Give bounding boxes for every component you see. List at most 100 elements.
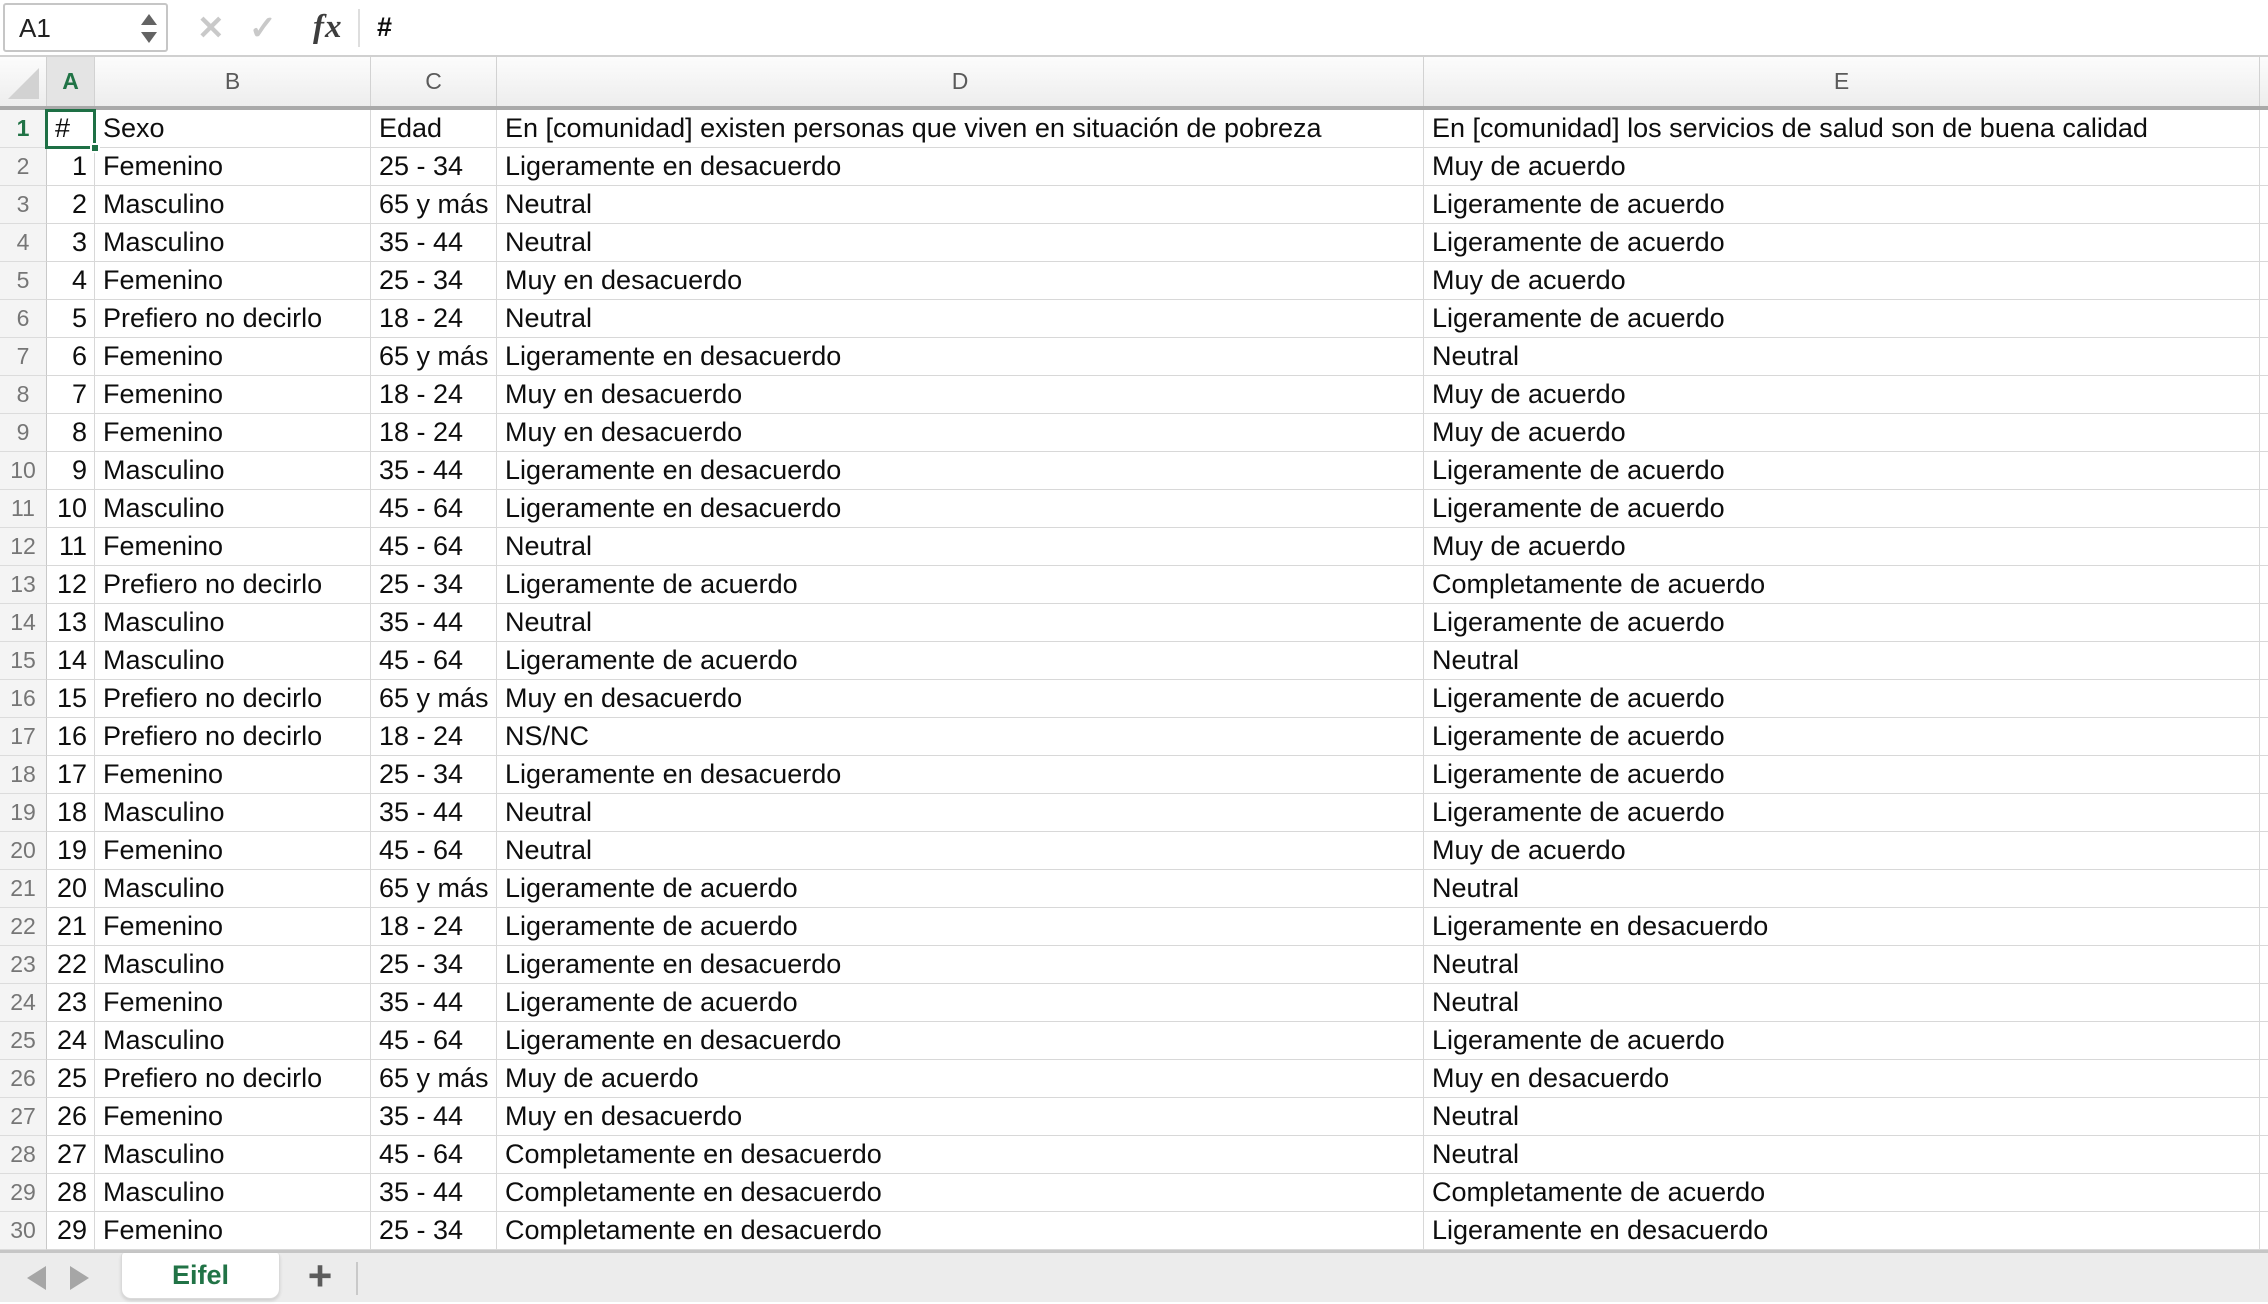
cell-col-e[interactable]: Ligeramente de acuerdo xyxy=(1424,186,2260,224)
cell-col-c[interactable]: 45 - 64 xyxy=(371,1136,497,1174)
cell-col-c[interactable]: 35 - 44 xyxy=(371,224,497,262)
row-number[interactable]: 25 xyxy=(0,1022,47,1060)
column-header-D[interactable]: D xyxy=(497,57,1424,106)
row-number[interactable]: 23 xyxy=(0,946,47,984)
cell-col-a[interactable]: 7 xyxy=(47,376,95,414)
row-number[interactable]: 7 xyxy=(0,338,47,376)
row-number[interactable]: 30 xyxy=(0,1212,47,1250)
cell-col-d[interactable]: Ligeramente en desacuerdo xyxy=(497,1022,1424,1060)
row-number[interactable]: 16 xyxy=(0,680,47,718)
cell-col-a[interactable]: 23 xyxy=(47,984,95,1022)
cell-col-c[interactable]: 45 - 64 xyxy=(371,490,497,528)
cell-col-a[interactable]: 12 xyxy=(47,566,95,604)
cell-col-b[interactable]: Masculino xyxy=(95,794,371,832)
cell-col-e[interactable]: Muy en desacuerdo xyxy=(1424,1060,2260,1098)
sheet-tab-eifel[interactable]: Eifel xyxy=(121,1253,280,1299)
cell-col-a[interactable]: 27 xyxy=(47,1136,95,1174)
cell-col-a[interactable]: 19 xyxy=(47,832,95,870)
cell-col-d[interactable]: Ligeramente de acuerdo xyxy=(497,642,1424,680)
row-number[interactable]: 9 xyxy=(0,414,47,452)
cell-col-d[interactable]: Muy en desacuerdo xyxy=(497,414,1424,452)
cell-col-b[interactable]: Masculino xyxy=(95,452,371,490)
cell-col-e[interactable]: En [comunidad] los servicios de salud so… xyxy=(1424,110,2260,148)
row-number[interactable]: 12 xyxy=(0,528,47,566)
cell-col-a[interactable]: 11 xyxy=(47,528,95,566)
confirm-entry-icon[interactable]: ✓ xyxy=(249,9,277,46)
cell-col-c[interactable]: 18 - 24 xyxy=(371,908,497,946)
cell-col-e[interactable]: Muy de acuerdo xyxy=(1424,832,2260,870)
cell-col-c[interactable]: 18 - 24 xyxy=(371,414,497,452)
cell-col-c[interactable]: 65 y más xyxy=(371,680,497,718)
cell-col-b[interactable]: Femenino xyxy=(95,984,371,1022)
cell-col-e[interactable]: Muy de acuerdo xyxy=(1424,376,2260,414)
cell-col-a[interactable]: 4 xyxy=(47,262,95,300)
add-sheet-button[interactable]: + xyxy=(307,1252,333,1299)
row-number[interactable]: 29 xyxy=(0,1174,47,1212)
cell-col-c[interactable]: 35 - 44 xyxy=(371,1174,497,1212)
row-number[interactable]: 11 xyxy=(0,490,47,528)
cell-col-a[interactable]: 3 xyxy=(47,224,95,262)
cell-col-d[interactable]: Ligeramente en desacuerdo xyxy=(497,338,1424,376)
row-number[interactable]: 28 xyxy=(0,1136,47,1174)
cell-col-d[interactable]: Neutral xyxy=(497,224,1424,262)
cell-col-a[interactable]: 15 xyxy=(47,680,95,718)
column-header-A[interactable]: A xyxy=(47,57,95,106)
cell-col-a[interactable]: 25 xyxy=(47,1060,95,1098)
cell-col-b[interactable]: Femenino xyxy=(95,376,371,414)
cell-col-b[interactable]: Femenino xyxy=(95,148,371,186)
row-number[interactable]: 21 xyxy=(0,870,47,908)
cell-col-e[interactable]: Neutral xyxy=(1424,642,2260,680)
cell-col-c[interactable]: 25 - 34 xyxy=(371,566,497,604)
row-number[interactable]: 1 xyxy=(0,110,47,148)
row-number[interactable]: 5 xyxy=(0,262,47,300)
cell-col-c[interactable]: 35 - 44 xyxy=(371,452,497,490)
cell-col-d[interactable]: NS/NC xyxy=(497,718,1424,756)
cell-col-c[interactable]: 25 - 34 xyxy=(371,756,497,794)
cell-col-b[interactable]: Masculino xyxy=(95,946,371,984)
cell-col-d[interactable]: Ligeramente de acuerdo xyxy=(497,870,1424,908)
cell-col-e[interactable]: Muy de acuerdo xyxy=(1424,148,2260,186)
cell-col-d[interactable]: Completamente en desacuerdo xyxy=(497,1136,1424,1174)
cell-col-b[interactable]: Femenino xyxy=(95,1212,371,1250)
cell-col-e[interactable]: Ligeramente de acuerdo xyxy=(1424,452,2260,490)
cell-col-a[interactable]: 16 xyxy=(47,718,95,756)
cell-col-d[interactable]: Neutral xyxy=(497,794,1424,832)
cell-name-box[interactable]: A1 xyxy=(3,3,168,52)
cell-col-c[interactable]: 65 y más xyxy=(371,1060,497,1098)
cell-col-c[interactable]: 65 y más xyxy=(371,870,497,908)
cell-col-b[interactable]: Prefiero no decirlo xyxy=(95,300,371,338)
cell-col-a[interactable]: 29 xyxy=(47,1212,95,1250)
cell-col-a[interactable]: 10 xyxy=(47,490,95,528)
cell-col-e[interactable]: Neutral xyxy=(1424,1098,2260,1136)
cell-col-e[interactable]: Ligeramente de acuerdo xyxy=(1424,490,2260,528)
cell-col-e[interactable]: Ligeramente de acuerdo xyxy=(1424,1022,2260,1060)
cell-col-d[interactable]: Completamente en desacuerdo xyxy=(497,1174,1424,1212)
cell-col-a[interactable]: 6 xyxy=(47,338,95,376)
column-header-B[interactable]: B xyxy=(95,57,371,106)
cell-col-e[interactable]: Neutral xyxy=(1424,338,2260,376)
cell-col-c[interactable]: 18 - 24 xyxy=(371,300,497,338)
cell-col-d[interactable]: Ligeramente en desacuerdo xyxy=(497,946,1424,984)
row-number[interactable]: 15 xyxy=(0,642,47,680)
cell-col-e[interactable]: Neutral xyxy=(1424,946,2260,984)
cell-col-e[interactable]: Ligeramente de acuerdo xyxy=(1424,604,2260,642)
row-number[interactable]: 17 xyxy=(0,718,47,756)
cell-col-c[interactable]: 35 - 44 xyxy=(371,794,497,832)
cell-col-d[interactable]: Ligeramente de acuerdo xyxy=(497,908,1424,946)
cell-col-b[interactable]: Masculino xyxy=(95,642,371,680)
cell-col-b[interactable]: Femenino xyxy=(95,528,371,566)
cell-col-d[interactable]: Ligeramente en desacuerdo xyxy=(497,452,1424,490)
cell-col-c[interactable]: 45 - 64 xyxy=(371,832,497,870)
cell-col-d[interactable]: Ligeramente de acuerdo xyxy=(497,984,1424,1022)
cell-col-b[interactable]: Prefiero no decirlo xyxy=(95,718,371,756)
cell-col-e[interactable]: Completamente de acuerdo xyxy=(1424,566,2260,604)
cell-col-d[interactable]: Muy en desacuerdo xyxy=(497,376,1424,414)
cell-col-d[interactable]: Muy en desacuerdo xyxy=(497,1098,1424,1136)
cell-col-e[interactable]: Ligeramente de acuerdo xyxy=(1424,718,2260,756)
column-header-C[interactable]: C xyxy=(371,57,497,106)
cell-col-b[interactable]: Femenino xyxy=(95,338,371,376)
row-number[interactable]: 27 xyxy=(0,1098,47,1136)
cell-col-d[interactable]: Muy en desacuerdo xyxy=(497,262,1424,300)
cell-col-a[interactable]: 24 xyxy=(47,1022,95,1060)
cell-col-a[interactable]: 26 xyxy=(47,1098,95,1136)
